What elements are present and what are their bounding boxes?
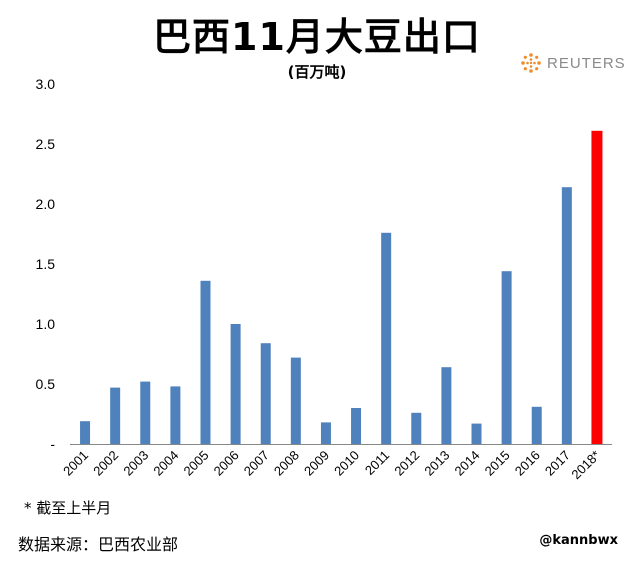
x-tick-label: 2010 <box>331 448 362 479</box>
x-axis-ticks: 2001 2002 2003 2004 2005 2006 2007 2008 2009 2010… <box>60 448 603 483</box>
bar-2011 <box>381 232 392 444</box>
bar-2015 <box>501 271 512 444</box>
x-tick-label: 2012 <box>391 448 422 479</box>
bar-2017 <box>561 187 572 444</box>
y-tick-label: 3.0 <box>36 76 56 92</box>
bar-2002 <box>110 387 121 444</box>
bar-2009 <box>320 422 331 444</box>
x-tick-label: 2001 <box>60 448 91 479</box>
y-tick-label: 1.0 <box>36 316 56 332</box>
x-tick-label: 2002 <box>90 448 121 479</box>
x-tick-label: 2013 <box>421 448 452 479</box>
author-handle: @kannbwx <box>539 533 618 548</box>
bar-2007 <box>260 343 271 444</box>
y-tick-label: - <box>50 436 55 452</box>
bars <box>80 130 603 445</box>
bar-2008 <box>290 357 301 444</box>
bar-2014 <box>471 423 482 444</box>
reuters-logo: REUTERS <box>520 51 626 75</box>
bar-2006 <box>230 324 241 444</box>
reuters-logo-text: REUTERS <box>547 54 626 72</box>
x-tick-label: 2018* <box>568 448 603 483</box>
bar-2003 <box>140 381 151 444</box>
y-tick-label: 1.5 <box>36 256 56 272</box>
bar-2010 <box>351 408 362 444</box>
x-tick-label: 2007 <box>241 448 272 479</box>
reuters-dots-icon <box>521 53 541 73</box>
bar-2016 <box>531 406 542 444</box>
x-tick-label: 2004 <box>150 448 181 479</box>
x-tick-label: 2003 <box>120 448 151 479</box>
bar-2005 <box>200 280 211 444</box>
x-tick-label: 2005 <box>181 448 212 479</box>
footnote: * 截至上半月 <box>24 499 112 517</box>
bar-2012 <box>411 412 422 444</box>
x-tick-label: 2009 <box>301 448 332 479</box>
chart-title: 巴西11月大豆出口 <box>153 15 481 59</box>
x-tick-label: 2017 <box>542 448 573 479</box>
bar-2018 <box>591 130 603 445</box>
y-tick-label: 2.5 <box>36 136 56 152</box>
y-tick-label: 0.5 <box>36 376 56 392</box>
x-tick-label: 2015 <box>482 448 513 479</box>
data-source: 数据来源：巴西农业部 <box>18 535 179 554</box>
x-tick-label: 2008 <box>271 448 302 479</box>
bar-2004 <box>170 386 181 444</box>
x-tick-label: 2016 <box>512 448 543 479</box>
y-tick-label: 2.0 <box>36 196 56 212</box>
x-tick-label: 2014 <box>452 448 483 479</box>
x-tick-label: 2011 <box>362 448 392 478</box>
chart-subtitle: (百万吨) <box>287 63 347 81</box>
bar-2001 <box>80 421 91 444</box>
x-tick-label: 2006 <box>211 448 242 479</box>
bar-2013 <box>441 367 452 444</box>
y-axis-ticks: - 0.5 1.0 1.5 2.0 2.5 3.0 <box>36 76 56 452</box>
